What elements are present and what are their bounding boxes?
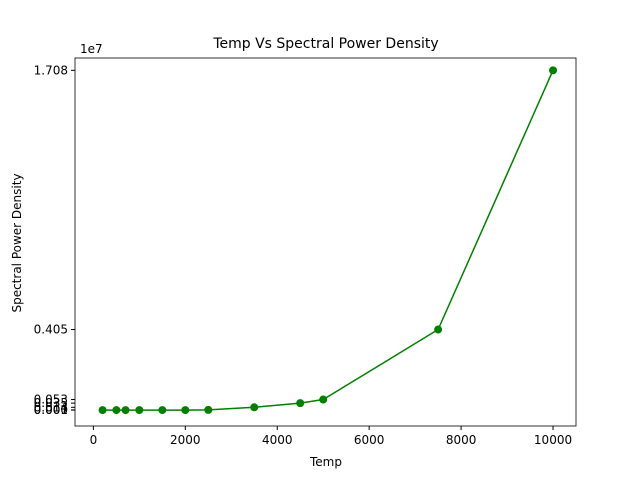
x-tick-label: 6000 — [354, 433, 385, 447]
marker — [204, 405, 213, 414]
marker — [434, 325, 443, 334]
x-tick-label: 4000 — [262, 433, 293, 447]
y-tick-label: 0.000 — [34, 403, 68, 417]
y-tick-label: 1.708 — [34, 63, 68, 77]
marker — [135, 406, 144, 415]
y-tick-label: 0.001 — [34, 403, 68, 417]
x-tick-label: 0 — [90, 433, 98, 447]
marker — [296, 399, 305, 408]
x-tick-label: 2000 — [170, 433, 201, 447]
x-tick-label: 8000 — [446, 433, 477, 447]
y-axis-label: Spectral Power Density — [10, 173, 24, 312]
marker — [181, 406, 190, 415]
marker — [158, 406, 167, 415]
y-tick-label: 0.405 — [34, 323, 68, 337]
offset-label: 1e7 — [80, 42, 103, 56]
marker — [112, 406, 121, 415]
chart-title: Temp Vs Spectral Power Density — [212, 36, 438, 52]
plot-frame — [74, 57, 577, 427]
marker — [98, 406, 107, 415]
x-axis-label: Temp — [309, 455, 342, 469]
marker — [250, 403, 259, 412]
y-tick-label: 0.014 — [34, 400, 68, 414]
x-tick-label: 10000 — [534, 433, 572, 447]
marker — [319, 395, 328, 404]
y-tick-label: 0.053 — [34, 393, 68, 407]
marker — [549, 66, 558, 75]
y-tick-label: 0.035 — [34, 396, 68, 410]
marker — [121, 406, 130, 415]
